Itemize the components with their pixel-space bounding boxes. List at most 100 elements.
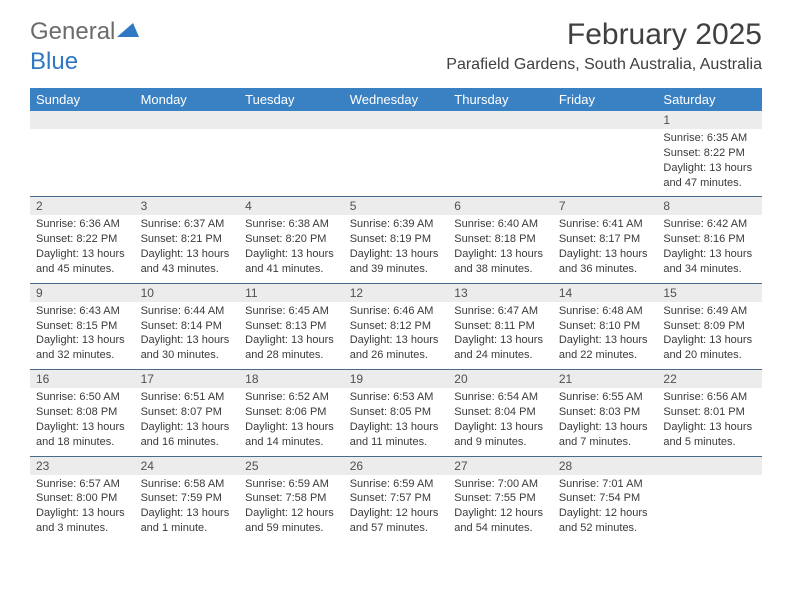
weekday-header: Tuesday bbox=[239, 88, 344, 111]
day-number: 10 bbox=[135, 284, 240, 302]
day-body-row: Sunrise: 6:36 AM Sunset: 8:22 PM Dayligh… bbox=[30, 215, 762, 282]
day-body-row: Sunrise: 6:35 AM Sunset: 8:22 PM Dayligh… bbox=[30, 129, 762, 196]
day-number: 28 bbox=[553, 457, 658, 475]
daynum-row: 232425262728 bbox=[30, 457, 762, 475]
day-number: 23 bbox=[30, 457, 135, 475]
day-number: 20 bbox=[448, 370, 553, 388]
weekday-header: Thursday bbox=[448, 88, 553, 111]
day-number: 14 bbox=[553, 284, 658, 302]
day-number bbox=[135, 111, 240, 129]
day-number: 17 bbox=[135, 370, 240, 388]
calendar: Sunday Monday Tuesday Wednesday Thursday… bbox=[0, 80, 792, 542]
day-cell: Sunrise: 6:43 AM Sunset: 8:15 PM Dayligh… bbox=[30, 302, 135, 369]
day-cell: Sunrise: 6:58 AM Sunset: 7:59 PM Dayligh… bbox=[135, 475, 240, 542]
day-number: 16 bbox=[30, 370, 135, 388]
weekday-header: Sunday bbox=[30, 88, 135, 111]
day-number: 13 bbox=[448, 284, 553, 302]
day-cell: Sunrise: 6:35 AM Sunset: 8:22 PM Dayligh… bbox=[657, 129, 762, 196]
day-cell: Sunrise: 6:59 AM Sunset: 7:58 PM Dayligh… bbox=[239, 475, 344, 542]
day-number bbox=[657, 457, 762, 475]
logo-triangle-icon bbox=[117, 18, 139, 46]
week-row: 1Sunrise: 6:35 AM Sunset: 8:22 PM Daylig… bbox=[30, 111, 762, 196]
day-cell: Sunrise: 6:47 AM Sunset: 8:11 PM Dayligh… bbox=[448, 302, 553, 369]
day-number: 3 bbox=[135, 197, 240, 215]
month-title: February 2025 bbox=[446, 18, 762, 52]
daynum-row: 1 bbox=[30, 111, 762, 129]
daynum-row: 16171819202122 bbox=[30, 370, 762, 388]
header: General February 2025 Parafield Gardens,… bbox=[0, 0, 792, 80]
day-cell: Sunrise: 6:38 AM Sunset: 8:20 PM Dayligh… bbox=[239, 215, 344, 282]
day-cell bbox=[30, 129, 135, 196]
daynum-row: 9101112131415 bbox=[30, 284, 762, 302]
day-number: 22 bbox=[657, 370, 762, 388]
day-number: 12 bbox=[344, 284, 449, 302]
day-cell bbox=[553, 129, 658, 196]
day-cell: Sunrise: 7:01 AM Sunset: 7:54 PM Dayligh… bbox=[553, 475, 658, 542]
weeks-container: 1Sunrise: 6:35 AM Sunset: 8:22 PM Daylig… bbox=[30, 111, 762, 542]
day-number: 27 bbox=[448, 457, 553, 475]
day-body-row: Sunrise: 6:57 AM Sunset: 8:00 PM Dayligh… bbox=[30, 475, 762, 542]
day-cell: Sunrise: 6:41 AM Sunset: 8:17 PM Dayligh… bbox=[553, 215, 658, 282]
title-block: February 2025 Parafield Gardens, South A… bbox=[446, 18, 762, 74]
day-number bbox=[553, 111, 658, 129]
day-cell bbox=[239, 129, 344, 196]
day-cell: Sunrise: 6:49 AM Sunset: 8:09 PM Dayligh… bbox=[657, 302, 762, 369]
weekday-header: Monday bbox=[135, 88, 240, 111]
day-number bbox=[239, 111, 344, 129]
day-cell bbox=[657, 475, 762, 542]
day-cell: Sunrise: 6:50 AM Sunset: 8:08 PM Dayligh… bbox=[30, 388, 135, 455]
day-number: 18 bbox=[239, 370, 344, 388]
day-cell: Sunrise: 6:46 AM Sunset: 8:12 PM Dayligh… bbox=[344, 302, 449, 369]
day-number: 21 bbox=[553, 370, 658, 388]
day-cell: Sunrise: 6:54 AM Sunset: 8:04 PM Dayligh… bbox=[448, 388, 553, 455]
day-number: 24 bbox=[135, 457, 240, 475]
weekday-header: Wednesday bbox=[344, 88, 449, 111]
day-number bbox=[30, 111, 135, 129]
day-number: 8 bbox=[657, 197, 762, 215]
day-number: 11 bbox=[239, 284, 344, 302]
day-number: 7 bbox=[553, 197, 658, 215]
day-cell: Sunrise: 7:00 AM Sunset: 7:55 PM Dayligh… bbox=[448, 475, 553, 542]
daynum-row: 2345678 bbox=[30, 197, 762, 215]
weekday-header: Saturday bbox=[657, 88, 762, 111]
day-number: 15 bbox=[657, 284, 762, 302]
day-cell: Sunrise: 6:56 AM Sunset: 8:01 PM Dayligh… bbox=[657, 388, 762, 455]
day-number bbox=[344, 111, 449, 129]
day-number: 2 bbox=[30, 197, 135, 215]
day-cell: Sunrise: 6:44 AM Sunset: 8:14 PM Dayligh… bbox=[135, 302, 240, 369]
day-cell: Sunrise: 6:48 AM Sunset: 8:10 PM Dayligh… bbox=[553, 302, 658, 369]
day-number: 9 bbox=[30, 284, 135, 302]
day-cell: Sunrise: 6:39 AM Sunset: 8:19 PM Dayligh… bbox=[344, 215, 449, 282]
logo-text-blue: Blue bbox=[30, 48, 78, 76]
day-cell: Sunrise: 6:36 AM Sunset: 8:22 PM Dayligh… bbox=[30, 215, 135, 282]
day-body-row: Sunrise: 6:43 AM Sunset: 8:15 PM Dayligh… bbox=[30, 302, 762, 369]
day-cell bbox=[344, 129, 449, 196]
day-cell: Sunrise: 6:51 AM Sunset: 8:07 PM Dayligh… bbox=[135, 388, 240, 455]
day-cell: Sunrise: 6:53 AM Sunset: 8:05 PM Dayligh… bbox=[344, 388, 449, 455]
day-cell: Sunrise: 6:57 AM Sunset: 8:00 PM Dayligh… bbox=[30, 475, 135, 542]
weekday-header: Friday bbox=[553, 88, 658, 111]
week-row: 2345678Sunrise: 6:36 AM Sunset: 8:22 PM … bbox=[30, 196, 762, 282]
day-body-row: Sunrise: 6:50 AM Sunset: 8:08 PM Dayligh… bbox=[30, 388, 762, 455]
day-cell: Sunrise: 6:37 AM Sunset: 8:21 PM Dayligh… bbox=[135, 215, 240, 282]
location-subtitle: Parafield Gardens, South Australia, Aust… bbox=[446, 56, 762, 74]
logo: General bbox=[30, 18, 139, 46]
day-cell bbox=[448, 129, 553, 196]
week-row: 16171819202122Sunrise: 6:50 AM Sunset: 8… bbox=[30, 369, 762, 455]
day-cell: Sunrise: 6:42 AM Sunset: 8:16 PM Dayligh… bbox=[657, 215, 762, 282]
day-number: 19 bbox=[344, 370, 449, 388]
day-cell bbox=[135, 129, 240, 196]
day-cell: Sunrise: 6:45 AM Sunset: 8:13 PM Dayligh… bbox=[239, 302, 344, 369]
day-cell: Sunrise: 6:40 AM Sunset: 8:18 PM Dayligh… bbox=[448, 215, 553, 282]
weekday-header-row: Sunday Monday Tuesday Wednesday Thursday… bbox=[30, 88, 762, 111]
day-number: 26 bbox=[344, 457, 449, 475]
day-number bbox=[448, 111, 553, 129]
day-number: 6 bbox=[448, 197, 553, 215]
day-number: 25 bbox=[239, 457, 344, 475]
day-number: 4 bbox=[239, 197, 344, 215]
day-cell: Sunrise: 6:52 AM Sunset: 8:06 PM Dayligh… bbox=[239, 388, 344, 455]
logo-text-general: General bbox=[30, 18, 115, 46]
day-cell: Sunrise: 6:59 AM Sunset: 7:57 PM Dayligh… bbox=[344, 475, 449, 542]
day-cell: Sunrise: 6:55 AM Sunset: 8:03 PM Dayligh… bbox=[553, 388, 658, 455]
day-number: 5 bbox=[344, 197, 449, 215]
